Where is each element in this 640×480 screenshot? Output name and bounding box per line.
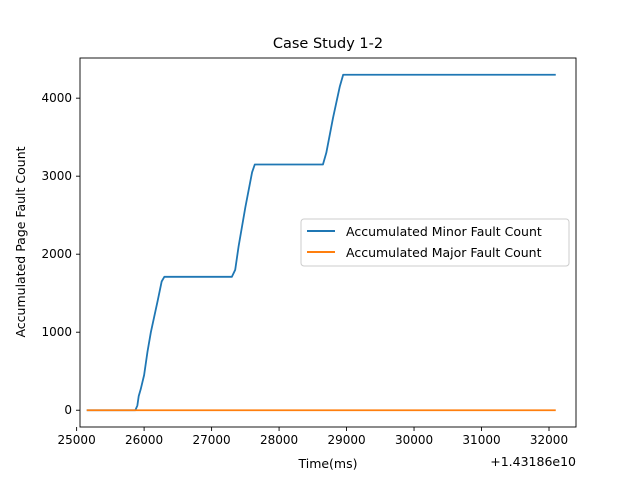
- x-axis-ticks: 25000 26000 27000 28000 29000 30000 31000 32000: [58, 427, 568, 447]
- series-layer: [86, 73, 556, 412]
- series-line-0: [86, 73, 556, 412]
- y-tick-label: 3000: [41, 169, 72, 183]
- x-tick-label: 30000: [395, 433, 433, 447]
- x-offset-label: +1.43186e10: [490, 454, 576, 469]
- x-tick-label: 25000: [58, 433, 96, 447]
- x-tick-label: 32000: [530, 433, 568, 447]
- x-tick-label: 27000: [192, 433, 230, 447]
- legend-box: [300, 218, 570, 267]
- plot-frame: [79, 57, 577, 428]
- legend-label-minor: Accumulated Minor Fault Count: [346, 224, 542, 239]
- x-axis-label: Time(ms): [297, 456, 357, 471]
- x-tick-label: 29000: [327, 433, 365, 447]
- y-tick-label: 1000: [41, 325, 72, 339]
- x-tick-label: 31000: [462, 433, 500, 447]
- x-tick-label: 26000: [125, 433, 163, 447]
- legend-label-major: Accumulated Major Fault Count: [346, 245, 542, 260]
- x-tick-label: 28000: [260, 433, 298, 447]
- y-axis-ticks: 0 1000 2000 3000 4000: [41, 91, 80, 417]
- y-axis-label: Accumulated Page Fault Count: [13, 146, 28, 337]
- y-tick-label: 2000: [41, 247, 72, 261]
- y-tick-label: 0: [64, 403, 72, 417]
- chart-title: Case Study 1-2: [273, 36, 383, 52]
- y-tick-label: 4000: [41, 91, 72, 105]
- legend: Accumulated Minor Fault Count Accumulate…: [300, 218, 570, 267]
